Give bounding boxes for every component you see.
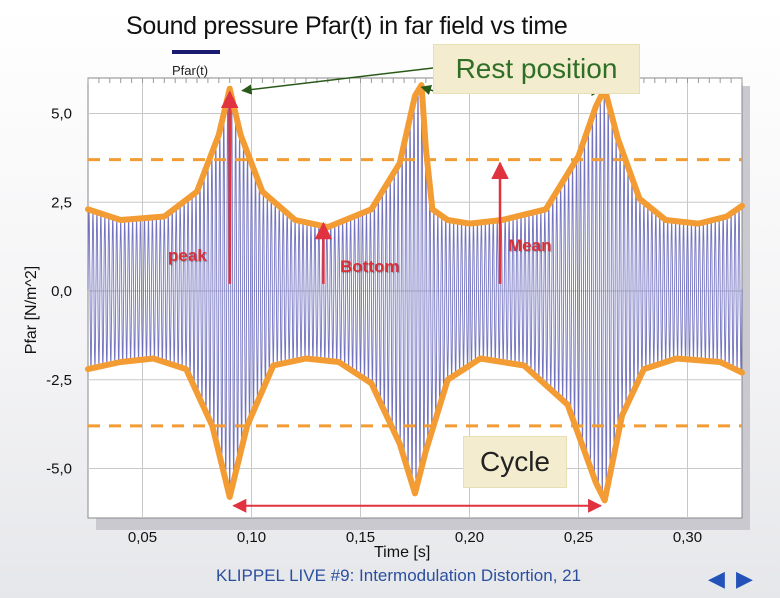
next-arrow-icon[interactable]: ▶: [736, 566, 753, 591]
y-tick-label: 0,0: [51, 283, 72, 300]
x-tick-label: 0,20: [455, 529, 484, 546]
y-tick-label: -5,0: [46, 461, 72, 478]
rest-position-annotation: Rest position: [433, 44, 640, 94]
prev-arrow-icon[interactable]: ◀: [708, 566, 725, 591]
y-tick-label: -2,5: [46, 372, 72, 389]
x-tick-label: 0,05: [128, 529, 157, 546]
legend-label: Pfar(t): [172, 63, 209, 78]
slide-footer: KLIPPEL LIVE #9: Intermodulation Distort…: [216, 566, 582, 585]
peak-label: peak: [168, 246, 207, 265]
cycle-annotation: Cycle: [463, 436, 567, 488]
signal-line: [87, 89, 743, 497]
lower-envelope: [85, 355, 745, 504]
x-tick-label: 0,10: [237, 529, 266, 546]
y-tick-label: 2,5: [51, 194, 72, 211]
x-tick-label: 0,25: [564, 529, 593, 546]
y-axis-label: Pfar [N/m^2]: [23, 265, 40, 355]
x-axis-label: Time [s]: [374, 544, 431, 561]
legend-swatch: [172, 50, 220, 54]
chart-title: Sound pressure Pfar(t) in far field vs t…: [126, 12, 568, 40]
y-tick-label: 5,0: [51, 106, 72, 123]
bottom-label: Bottom: [340, 257, 400, 276]
mean-label: Mean: [508, 236, 552, 255]
rest-position-pointer: [241, 67, 434, 95]
x-tick-label: 0,15: [346, 529, 375, 546]
x-tick-label: 0,30: [673, 529, 702, 546]
